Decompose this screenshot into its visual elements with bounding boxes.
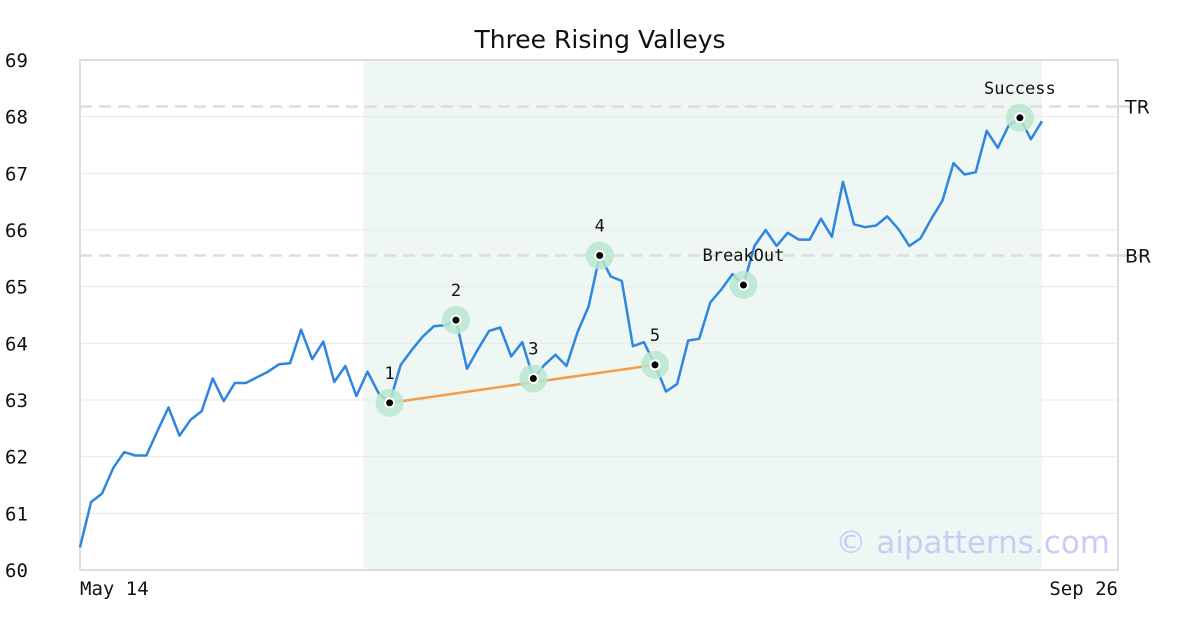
point-label: 2	[451, 281, 461, 301]
y-tick-label: 61	[5, 503, 28, 525]
point-dot	[1016, 114, 1024, 122]
point-label: 1	[384, 364, 394, 384]
point-dot	[739, 281, 747, 289]
point-dot	[529, 374, 537, 382]
y-tick-label: 67	[5, 163, 28, 185]
grid-lines	[80, 116, 1118, 514]
pattern-zone	[363, 60, 1042, 570]
point-label: 5	[650, 326, 660, 346]
point-dot	[651, 361, 659, 369]
level-label: BR	[1125, 246, 1151, 268]
x-tick-label-end: Sep 26	[1049, 578, 1118, 600]
x-tick-label-start: May 14	[80, 578, 149, 600]
point-label: Success	[984, 79, 1056, 99]
point-label: 3	[528, 339, 538, 359]
point-dot	[452, 316, 460, 324]
price-line	[78, 116, 1044, 548]
y-tick-label: 69	[5, 50, 28, 72]
chart-title: Three Rising Valleys	[473, 25, 725, 54]
level-label: TR	[1124, 96, 1150, 118]
plot-frame	[79, 59, 1119, 571]
y-tick-label: 60	[5, 560, 28, 582]
y-tick-label: 63	[5, 390, 28, 412]
y-tick-label: 68	[5, 107, 28, 129]
pattern-point-markers: 1 2 3 4 5 BreakOut Success	[375, 79, 1056, 417]
y-axis-tick-labels: 60 61 62 63 64 65 66 67 68 69	[5, 50, 28, 582]
watermark: © aipatterns.com	[835, 525, 1110, 561]
y-tick-label: 66	[5, 220, 28, 242]
point-dot	[596, 252, 604, 259]
point-label: 4	[595, 217, 605, 237]
point-dot	[386, 399, 394, 407]
y-tick-label: 64	[5, 333, 28, 355]
y-tick-label: 65	[5, 277, 28, 299]
y-tick-label: 62	[5, 447, 28, 469]
point-label: BreakOut	[703, 246, 785, 266]
